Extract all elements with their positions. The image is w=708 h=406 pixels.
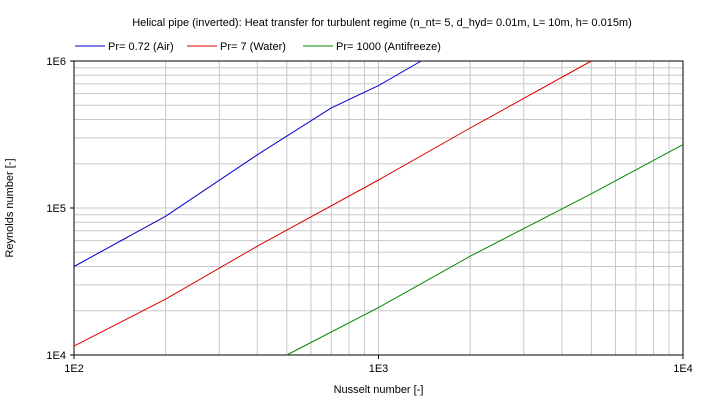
y-axis-label: Reynolds number [-] bbox=[4, 158, 16, 257]
series-line-3 bbox=[286, 144, 684, 356]
y-tick-label: 1E4 bbox=[46, 350, 66, 362]
x-axis-label: Nusselt number [-] bbox=[334, 384, 424, 396]
y-tick-label: 1E6 bbox=[46, 56, 66, 68]
legend-label-1: Pr= 0.72 (Air) bbox=[108, 41, 174, 53]
legend-label-3: Pr= 1000 (Antifreeze) bbox=[336, 41, 441, 53]
series-line-2 bbox=[73, 60, 592, 347]
x-tick-label: 1E4 bbox=[673, 363, 693, 375]
x-tick-label: 1E2 bbox=[64, 363, 84, 375]
y-axis-ticks: 1E4 1E5 1E6 bbox=[46, 56, 74, 362]
series-line-1 bbox=[73, 60, 422, 267]
legend-label-2: Pr= 7 (Water) bbox=[220, 41, 286, 53]
chart-title: Helical pipe (inverted): Heat transfer f… bbox=[132, 17, 632, 29]
grid bbox=[74, 61, 683, 355]
x-tick-label: 1E3 bbox=[369, 363, 389, 375]
x-axis-ticks: 1E2 1E3 1E4 bbox=[64, 355, 693, 375]
series-lines bbox=[73, 60, 684, 356]
y-tick-label: 1E5 bbox=[46, 203, 66, 215]
legend: Pr= 0.72 (Air) Pr= 7 (Water) Pr= 1000 (Ant… bbox=[75, 41, 441, 53]
